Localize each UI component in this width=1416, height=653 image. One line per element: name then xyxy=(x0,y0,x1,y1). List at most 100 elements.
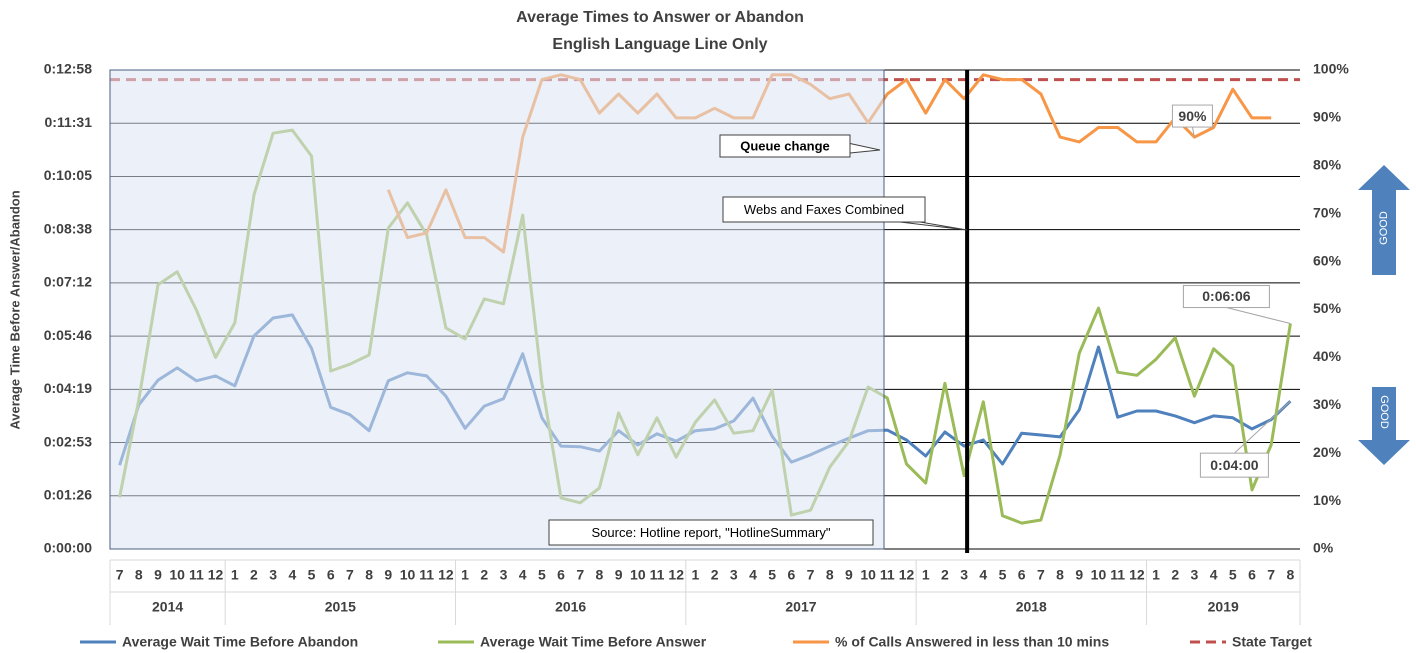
y2-tick-label: 0% xyxy=(1313,540,1334,556)
x-tick-label: 8 xyxy=(365,567,373,583)
x-tick-label: 11 xyxy=(880,567,895,583)
x-tick-label: 10 xyxy=(630,567,646,583)
x-tick-label: 7 xyxy=(807,567,815,583)
x-tick-label: 4 xyxy=(1210,567,1218,583)
x-tick-label: 7 xyxy=(1267,567,1275,583)
source-label-box xyxy=(548,519,874,546)
x-tick-label: 6 xyxy=(327,567,335,583)
year-label: 2015 xyxy=(325,599,356,615)
x-tick-label: 8 xyxy=(135,567,143,583)
x-tick-label: 2 xyxy=(1171,567,1179,583)
x-tick-label: 7 xyxy=(116,567,124,583)
x-tick-label: 10 xyxy=(1091,567,1107,583)
year-label: 2017 xyxy=(785,599,816,615)
x-tick-label: 5 xyxy=(538,567,546,583)
x-tick-label: 11 xyxy=(189,567,204,583)
good-label: GOOD xyxy=(1378,395,1390,429)
y2-tick-label: 60% xyxy=(1313,252,1342,268)
x-tick-label: 5 xyxy=(308,567,316,583)
legend-label: Average Wait Time Before Abandon xyxy=(122,634,358,650)
x-tick-label: 4 xyxy=(519,567,527,583)
x-tick-label: 2 xyxy=(250,567,258,583)
x-tick-label: 5 xyxy=(768,567,776,583)
x-tick-label: 6 xyxy=(787,567,795,583)
x-tick-label: 2 xyxy=(941,567,949,583)
x-tick-label: 8 xyxy=(1056,567,1064,583)
chart-title: Average Times to Answer or Abandon xyxy=(516,9,804,26)
x-tick-label: 7 xyxy=(346,567,354,583)
x-tick-label: 6 xyxy=(1248,567,1256,583)
arrow-down xyxy=(1358,387,1410,465)
label-leader xyxy=(1226,307,1291,325)
x-tick-label: 4 xyxy=(288,567,296,583)
source-label: Source: Hotline report, "HotlineSummary" xyxy=(592,525,831,540)
year-label: 2018 xyxy=(1016,599,1047,615)
y2-tick-label: 10% xyxy=(1313,492,1342,508)
x-tick-label: 5 xyxy=(1229,567,1237,583)
x-tick-label: 1 xyxy=(922,567,930,583)
x-tick-label: 1 xyxy=(231,567,239,583)
x-tick-label: 12 xyxy=(1129,567,1145,583)
x-tick-label: 4 xyxy=(749,567,757,583)
callout-pointer xyxy=(899,221,968,231)
value-label: 0:04:00 xyxy=(1210,457,1258,473)
value-label: 90% xyxy=(1178,108,1207,124)
y2-tick-label: 50% xyxy=(1313,300,1342,316)
x-tick-label: 12 xyxy=(668,567,684,583)
y2-tick-label: 90% xyxy=(1313,109,1342,125)
x-tick-label: 5 xyxy=(999,567,1007,583)
x-tick-label: 9 xyxy=(845,567,853,583)
good-down: GOOD xyxy=(1358,387,1410,465)
value-label-box xyxy=(1171,104,1213,128)
x-tick-label: 3 xyxy=(730,567,738,583)
arrow-up xyxy=(1358,165,1410,275)
x-tick-label: 1 xyxy=(1152,567,1160,583)
queue-change-label-box xyxy=(719,134,851,158)
year-label: 2016 xyxy=(555,599,586,615)
y-tick-label: 0:12:58 xyxy=(44,61,92,77)
x-tick-label: 2 xyxy=(711,567,719,583)
x-tick-label: 6 xyxy=(557,567,565,583)
y-tick-label: 0:11:31 xyxy=(45,114,93,130)
x-tick-label: 7 xyxy=(1037,567,1045,583)
y2-tick-label: 80% xyxy=(1313,157,1342,173)
x-tick-label: 6 xyxy=(1018,567,1026,583)
y2-tick-label: 40% xyxy=(1313,348,1342,364)
x-tick-label: 11 xyxy=(1110,567,1125,583)
good-up: GOOD xyxy=(1358,165,1410,275)
value-label: 0:06:06 xyxy=(1202,288,1250,304)
y2-tick-label: 30% xyxy=(1313,396,1342,412)
y-tick-label: 0:05:46 xyxy=(44,327,92,343)
y-tick-label: 0:08:38 xyxy=(44,220,92,236)
x-tick-label: 8 xyxy=(1287,567,1295,583)
x-tick-label: 3 xyxy=(500,567,508,583)
x-tick-label: 8 xyxy=(596,567,604,583)
label-leader xyxy=(1191,126,1195,138)
x-tick-label: 2 xyxy=(480,567,488,583)
x-tick-label: 7 xyxy=(576,567,584,583)
x-tick-label: 9 xyxy=(615,567,623,583)
y-tick-label: 0:04:19 xyxy=(44,380,92,396)
x-tick-label: 3 xyxy=(1191,567,1199,583)
value-label-box xyxy=(1199,452,1269,478)
x-tick-label: 10 xyxy=(400,567,416,583)
y-tick-label: 0:07:12 xyxy=(44,274,92,290)
x-tick-label: 10 xyxy=(860,567,876,583)
x-tick-label: 1 xyxy=(461,567,469,583)
label-leader xyxy=(1234,400,1291,454)
event-label-box xyxy=(722,196,926,223)
x-tick-label: 9 xyxy=(154,567,162,583)
year-label: 2019 xyxy=(1208,599,1239,615)
legend-label: State Target xyxy=(1232,634,1312,650)
x-tick-label: 11 xyxy=(650,567,665,583)
event-label: Webs and Faxes Combined xyxy=(744,202,904,217)
y-tick-label: 0:10:05 xyxy=(44,167,92,183)
x-tick-label: 4 xyxy=(979,567,987,583)
y-tick-label: 0:00:00 xyxy=(44,540,92,556)
y-tick-label: 0:01:26 xyxy=(44,486,92,502)
y2-tick-label: 20% xyxy=(1313,444,1342,460)
good-label: GOOD xyxy=(1378,211,1390,245)
year-label: 2014 xyxy=(152,599,183,615)
x-tick-label: 9 xyxy=(1075,567,1083,583)
